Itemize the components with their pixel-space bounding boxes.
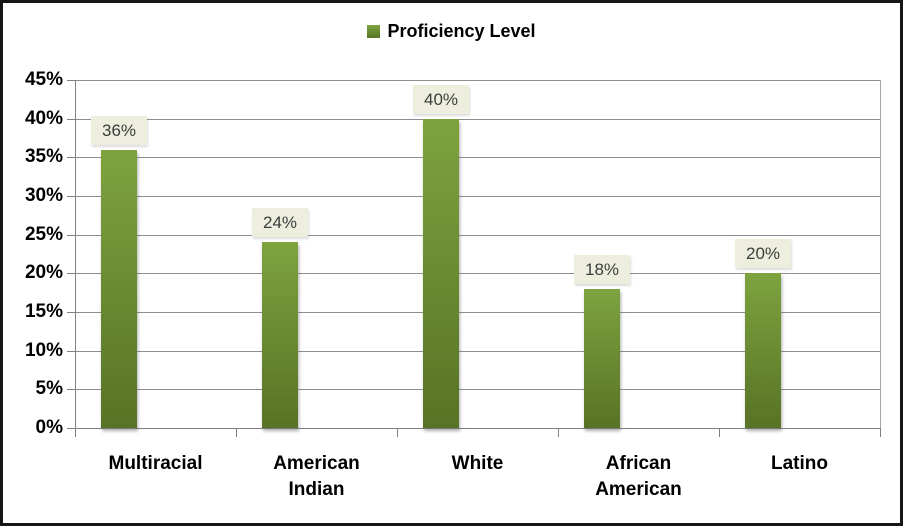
bar-white xyxy=(423,119,459,428)
y-axis-label-15: 15% xyxy=(24,301,63,322)
data-label-multiracial: 36% xyxy=(91,116,147,145)
y-tick-35 xyxy=(67,157,75,158)
gridline-40 xyxy=(75,119,880,120)
y-axis-label-45: 45% xyxy=(24,69,63,90)
gridline-10 xyxy=(75,351,880,352)
data-label-white: 40% xyxy=(413,85,469,114)
y-tick-20 xyxy=(67,273,75,274)
data-label-african-american: 18% xyxy=(574,255,630,284)
y-tick-15 xyxy=(67,312,75,313)
y-tick-40 xyxy=(67,119,75,120)
plot-right-border xyxy=(880,80,881,428)
y-tick-45 xyxy=(67,80,75,81)
bar-american-indian xyxy=(262,242,298,428)
x-axis-label-multiracial: Multiracial xyxy=(108,453,203,474)
y-axis-label-35: 35% xyxy=(24,146,63,167)
gridline-45 xyxy=(75,80,880,81)
legend-swatch-icon xyxy=(367,25,381,38)
x-tick-3 xyxy=(558,428,559,437)
y-axis-label-30: 30% xyxy=(24,185,63,206)
y-tick-25 xyxy=(67,235,75,236)
data-label-latino: 20% xyxy=(735,239,791,268)
x-tick-0 xyxy=(75,428,76,437)
y-axis-label-40: 40% xyxy=(24,108,63,129)
gridline-35 xyxy=(75,157,880,158)
gridline-0 xyxy=(75,428,880,429)
x-tick-4 xyxy=(719,428,720,437)
y-tick-5 xyxy=(67,389,75,390)
x-tick-2 xyxy=(397,428,398,437)
x-tick-1 xyxy=(236,428,237,437)
gridline-20 xyxy=(75,273,880,274)
x-axis-label-african-american: African American xyxy=(595,453,682,500)
bar-latino xyxy=(745,273,781,428)
bar-african-american xyxy=(584,289,620,428)
y-axis-label-5: 5% xyxy=(35,378,63,399)
bar-multiracial xyxy=(101,150,137,428)
gridline-15 xyxy=(75,312,880,313)
legend-label: Proficiency Level xyxy=(387,21,536,41)
chart-legend: Proficiency Level xyxy=(3,21,900,42)
y-tick-30 xyxy=(67,196,75,197)
x-axis-label-white: White xyxy=(451,453,504,474)
gridline-5 xyxy=(75,389,880,390)
x-tick-5 xyxy=(880,428,881,437)
y-axis-label-25: 25% xyxy=(24,224,63,245)
y-tick-10 xyxy=(67,351,75,352)
y-axis-label-10: 10% xyxy=(24,340,63,361)
x-axis-label-american-indian: American Indian xyxy=(273,453,360,500)
gridline-30 xyxy=(75,196,880,197)
gridline-25 xyxy=(75,235,880,236)
y-tick-0 xyxy=(67,428,75,429)
y-axis-line xyxy=(75,80,76,437)
data-label-american-indian: 24% xyxy=(252,208,308,237)
y-axis-label-0: 0% xyxy=(35,417,63,438)
y-axis-label-20: 20% xyxy=(24,262,63,283)
x-axis-label-latino: Latino xyxy=(771,453,828,474)
